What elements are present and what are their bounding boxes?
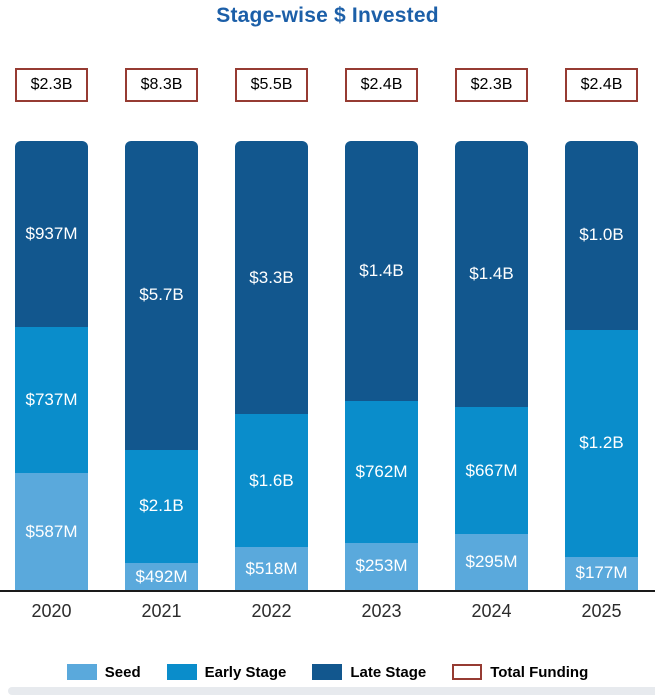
- total-funding-box: $8.3B: [125, 68, 198, 102]
- x-axis-label: 2021: [141, 601, 182, 621]
- total-funding-box: $2.4B: [345, 68, 418, 102]
- legend-item-early-stage: Early Stage: [166, 663, 287, 681]
- bar-segment-label: $667M: [465, 460, 518, 480]
- total-funding-value: $8.3B: [140, 76, 183, 93]
- bar-segment-early-stage: $737M: [15, 327, 88, 474]
- bar-segment-label: $295M: [465, 551, 518, 571]
- legend-label: Seed: [104, 663, 141, 681]
- bar-column: $1.4B $667M $295M: [455, 141, 528, 590]
- bar-segment-seed: $587M: [15, 473, 88, 590]
- x-axis-label: 2024: [471, 601, 512, 621]
- bar-segment-early-stage: $2.1B: [125, 449, 198, 564]
- total-funding-value: $2.4B: [580, 76, 623, 93]
- bar-segment-early-stage: $1.6B: [235, 414, 308, 548]
- total-funding-box: $2.3B: [15, 68, 88, 102]
- bar-segment-label: $1.6B: [249, 470, 294, 490]
- bar-segment-label: $492M: [135, 566, 188, 586]
- legend-swatch-total-funding: [452, 664, 483, 680]
- total-funding-value: $2.4B: [360, 76, 403, 93]
- chart-title: Stage-wise $ Invested: [216, 4, 439, 27]
- bar-segment-label: $737M: [25, 390, 78, 410]
- legend-item-late-stage: Late Stage: [312, 664, 426, 681]
- legend-label: Total Funding: [490, 663, 589, 681]
- bar-segment-seed: $177M: [565, 556, 638, 590]
- bar-segment-label: $1.2B: [579, 433, 624, 453]
- legend-item-seed: Seed: [66, 663, 141, 681]
- x-axis-label: 2020: [31, 601, 72, 621]
- total-funding-box: $2.4B: [565, 68, 638, 102]
- bar-segment-late-stage: $3.3B: [235, 141, 308, 415]
- bar-segment-label: $937M: [25, 224, 78, 244]
- bar-column: $5.7B $2.1B $492M: [125, 141, 198, 590]
- bar-segment-seed: $295M: [455, 533, 528, 590]
- total-funding-box: $2.3B: [455, 68, 528, 102]
- bottom-strip: [8, 687, 655, 695]
- bar-segment-seed: $518M: [235, 547, 308, 590]
- bar-column: $1.4B $762M $253M: [345, 141, 418, 590]
- legend-label: Early Stage: [204, 663, 287, 681]
- bar-segment-early-stage: $762M: [345, 401, 418, 543]
- bar-segment-label: $3.3B: [249, 267, 294, 287]
- bar-segment-label: $1.4B: [469, 264, 514, 284]
- bar-segment-label: $762M: [355, 462, 408, 482]
- bar-segment-late-stage: $1.4B: [345, 141, 418, 402]
- x-axis-line: [0, 590, 655, 592]
- bar-column: $1.0B $1.2B $177M: [565, 141, 638, 590]
- total-funding-value: $2.3B: [470, 76, 513, 93]
- bar-segment-seed: $253M: [345, 542, 418, 590]
- x-axis-label: 2023: [361, 601, 402, 621]
- bar-segment-late-stage: $1.4B: [455, 141, 528, 408]
- bar-segment-label: $2.1B: [139, 496, 184, 516]
- total-funding-row: $2.3B $8.3B $5.5B $2.4B $2.3B $2.4B: [0, 68, 655, 102]
- bar-segment-early-stage: $1.2B: [565, 329, 638, 557]
- bar-segment-label: $1.4B: [359, 261, 404, 281]
- total-funding-value: $2.3B: [30, 76, 73, 93]
- legend-swatch-late-stage: [312, 664, 343, 680]
- bar-column: $3.3B $1.6B $518M: [235, 141, 308, 590]
- x-axis-label: 2025: [581, 601, 622, 621]
- legend-label: Late Stage: [350, 663, 427, 681]
- bar-segment-late-stage: $1.0B: [565, 141, 638, 330]
- bar-segment-seed: $492M: [125, 563, 198, 590]
- bar-segment-label: $253M: [355, 556, 408, 576]
- bar-segment-label: $177M: [575, 563, 628, 583]
- bar-segment-label: $518M: [245, 558, 298, 578]
- bar-segment-label: $1.0B: [579, 225, 624, 245]
- legend-swatch-early-stage: [166, 664, 197, 680]
- bar-segment-label: $587M: [25, 521, 78, 541]
- x-axis-label: 2022: [251, 601, 292, 621]
- bar-segment-label: $5.7B: [139, 285, 184, 305]
- bar-segment-early-stage: $667M: [455, 407, 528, 534]
- total-funding-value: $5.5B: [250, 76, 293, 93]
- bar-segment-late-stage: $5.7B: [125, 141, 198, 450]
- legend-item-total-funding: Total Funding: [452, 664, 588, 681]
- plot-area: $937M $737M $587M $5.7B $2.1B $492M $3.3B $1.6B…: [0, 141, 655, 590]
- x-axis-labels: 2020 2021 2022 2023 2024 2025: [0, 601, 655, 627]
- total-funding-box: $5.5B: [235, 68, 308, 102]
- legend-swatch-seed: [66, 664, 97, 680]
- bar-column: $937M $737M $587M: [15, 141, 88, 590]
- bar-segment-late-stage: $937M: [15, 141, 88, 328]
- legend: Seed Early Stage Late Stage Total Funding: [0, 659, 655, 685]
